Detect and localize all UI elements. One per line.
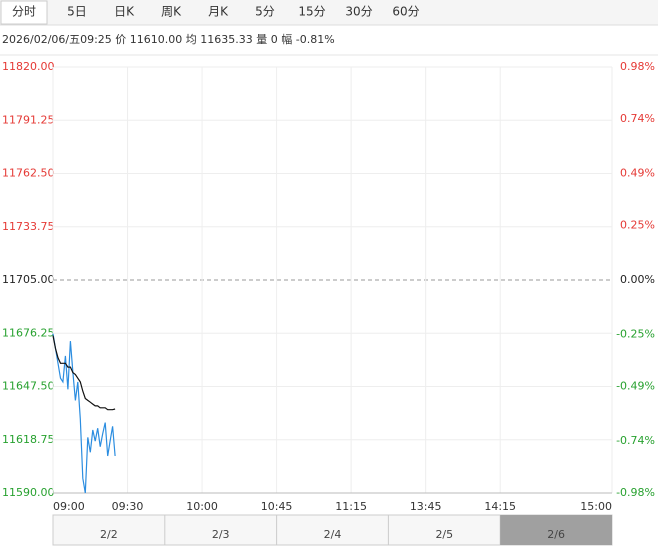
- y-tick-label: 11618.75: [2, 433, 55, 446]
- y-tick-label: 11590.00: [2, 486, 55, 499]
- tab[interactable]: 60分: [392, 5, 419, 19]
- x-tick-label: 15:00: [580, 500, 612, 513]
- tab-selected[interactable]: [0, 0, 48, 25]
- tab[interactable]: 15分: [298, 5, 325, 19]
- x-tick-label: 10:45: [261, 500, 293, 513]
- tab[interactable]: 30分: [345, 5, 372, 19]
- y-tick-label: 11762.50: [2, 167, 55, 180]
- navigator-window[interactable]: [500, 515, 612, 545]
- y-tick-label: 11676.25: [2, 326, 55, 339]
- tab-bar: [0, 0, 658, 25]
- y2-tick-label: 0.00%: [620, 273, 655, 286]
- y2-tick-label: 0.25%: [620, 219, 655, 232]
- x-tick-label: 09:30: [112, 500, 144, 513]
- navigator-date: 2/4: [324, 528, 342, 541]
- tab[interactable]: 分时: [12, 5, 36, 19]
- tab[interactable]: 5日: [67, 5, 87, 19]
- price-line: [52, 335, 116, 411]
- navigator-date: 2/5: [435, 528, 453, 541]
- y-tick-label: 11647.50: [2, 380, 55, 393]
- tab[interactable]: 日K: [114, 5, 135, 19]
- y-tick-label: 11791.25: [2, 113, 55, 126]
- x-tick-label: 10:00: [186, 500, 218, 513]
- y-tick-label: 11733.75: [2, 220, 55, 233]
- x-tick-label: 11:15: [335, 500, 367, 513]
- info-line: 2026/02/06/五09:25 价 11610.00 均 11635.33 …: [2, 33, 335, 46]
- y2-tick-label: -0.74%: [616, 434, 655, 447]
- y2-tick-label: -0.49%: [616, 380, 655, 393]
- y2-tick-label: -0.25%: [616, 327, 655, 340]
- price-line: [52, 333, 116, 494]
- tab[interactable]: 月K: [208, 5, 229, 19]
- y-tick-label: 11820.00: [2, 60, 55, 73]
- tab[interactable]: 5分: [255, 5, 275, 19]
- y-tick-label: 11705.00: [2, 273, 55, 286]
- x-tick-label: 14:15: [484, 500, 516, 513]
- y2-tick-label: 0.49%: [620, 167, 655, 180]
- navigator-date: 2/6: [547, 528, 565, 541]
- x-tick-label: 09:00: [53, 500, 85, 513]
- navigator-date: 2/3: [212, 528, 230, 541]
- y2-tick-label: -0.98%: [616, 486, 655, 499]
- tab[interactable]: 周K: [161, 5, 182, 19]
- y2-tick-label: 0.74%: [620, 112, 655, 125]
- x-tick-label: 13:45: [410, 500, 442, 513]
- navigator-date: 2/2: [100, 528, 118, 541]
- y2-tick-label: 0.98%: [620, 60, 655, 73]
